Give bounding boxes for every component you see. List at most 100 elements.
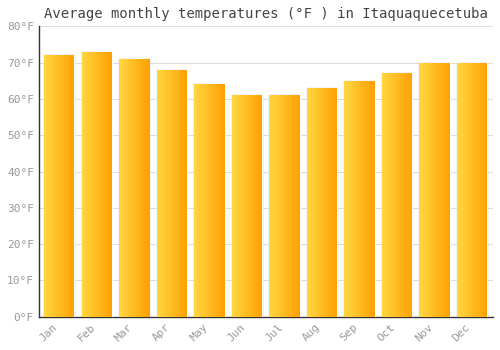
Bar [307,88,308,317]
Bar [174,70,175,317]
Bar [369,81,370,317]
Bar [368,81,369,317]
Bar [294,95,296,317]
Bar [241,95,242,317]
Bar [97,52,98,317]
Bar [420,63,450,317]
Bar [212,84,214,317]
Bar [471,63,472,317]
Bar [474,63,476,317]
Bar [256,95,258,317]
Bar [120,59,122,317]
Bar [119,59,150,317]
Bar [400,74,402,317]
Bar [68,55,70,317]
Bar [255,95,256,317]
Bar [404,74,405,317]
Bar [194,84,196,317]
Bar [247,95,248,317]
Bar [234,95,235,317]
Bar [430,63,432,317]
Bar [318,88,319,317]
Bar [447,63,448,317]
Bar [480,63,482,317]
Bar [290,95,291,317]
Bar [334,88,336,317]
Bar [220,84,222,317]
Bar [183,70,184,317]
Bar [406,74,408,317]
Bar [457,63,488,317]
Bar [399,74,400,317]
Bar [466,63,468,317]
Bar [166,70,168,317]
Bar [405,74,406,317]
Bar [288,95,290,317]
Bar [61,55,62,317]
Bar [98,52,100,317]
Bar [200,84,202,317]
Bar [261,95,262,317]
Bar [484,63,486,317]
Bar [64,55,66,317]
Bar [90,52,91,317]
Bar [396,74,398,317]
Bar [112,52,113,317]
Bar [199,84,200,317]
Bar [270,95,271,317]
Bar [392,74,394,317]
Bar [222,84,224,317]
Bar [372,81,374,317]
Bar [274,95,276,317]
Bar [375,81,376,317]
Bar [156,70,188,317]
Bar [240,95,241,317]
Bar [324,88,326,317]
Bar [332,88,333,317]
Bar [208,84,210,317]
Bar [296,95,297,317]
Bar [122,59,124,317]
Bar [354,81,355,317]
Bar [421,63,422,317]
Bar [398,74,399,317]
Bar [111,52,112,317]
Bar [54,55,55,317]
Bar [270,95,300,317]
Bar [346,81,348,317]
Bar [91,52,92,317]
Bar [184,70,186,317]
Bar [271,95,272,317]
Bar [258,95,260,317]
Bar [169,70,170,317]
Bar [291,95,292,317]
Bar [336,88,338,317]
Bar [252,95,254,317]
Bar [127,59,128,317]
Bar [60,55,61,317]
Bar [100,52,102,317]
Bar [204,84,205,317]
Bar [322,88,324,317]
Bar [232,95,262,317]
Bar [440,63,441,317]
Bar [186,70,188,317]
Bar [82,52,83,317]
Bar [349,81,350,317]
Bar [50,55,52,317]
Bar [276,95,277,317]
Bar [140,59,142,317]
Bar [350,81,352,317]
Bar [164,70,166,317]
Bar [224,84,225,317]
Bar [457,63,458,317]
Bar [211,84,212,317]
Bar [382,74,412,317]
Bar [70,55,72,317]
Bar [314,88,316,317]
Bar [477,63,478,317]
Bar [262,95,263,317]
Bar [74,55,75,317]
Bar [128,59,130,317]
Bar [364,81,366,317]
